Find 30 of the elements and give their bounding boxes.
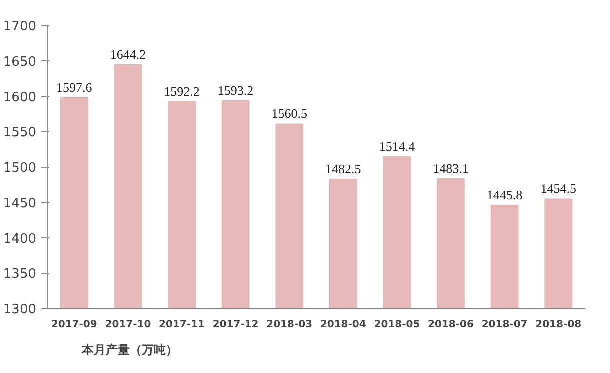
x-tick-label: 2017-10 [105, 320, 152, 330]
x-tick-label: 2018-07 [482, 320, 528, 330]
y-tick-label: 1550 [3, 126, 37, 141]
y-tick-label: 1500 [3, 161, 37, 176]
y-tick-label: 1350 [3, 267, 37, 282]
x-tick-label: 2017-11 [159, 320, 205, 330]
data-label: 1482.5 [326, 161, 362, 176]
data-label: 1445.8 [486, 187, 523, 202]
data-label: 1592.2 [164, 84, 200, 99]
y-tick-label: 1600 [3, 90, 37, 106]
data-label: 1593.2 [218, 83, 254, 98]
x-tick-label: 2017-09 [51, 320, 98, 330]
x-tick-label: 2018-05 [374, 320, 420, 330]
data-label: 1560.5 [272, 106, 308, 122]
x-tick-label: 2018-06 [428, 320, 474, 330]
text: 本月产量（万吨） [82, 342, 178, 358]
data-label: 1514.4 [379, 138, 416, 154]
y-tick-label: 1650 [3, 54, 37, 70]
x-tick-label: 2018-04 [320, 320, 366, 330]
x-tick-label: 2017-12 [212, 320, 259, 330]
data-label: 1597.6 [56, 80, 93, 95]
y-tick-label: 1700 [3, 20, 37, 34]
y-tick-label: 1300 [3, 302, 37, 318]
y-tick-label: 1450 [3, 196, 37, 212]
data-label: 1454.5 [540, 181, 576, 196]
x-tick-label: 2018-03 [266, 320, 313, 330]
data-label: 1644.2 [110, 46, 146, 62]
x-tick-label: 2018-08 [536, 320, 582, 330]
y-tick-label: 1400 [3, 232, 37, 247]
data-label: 1483.1 [433, 160, 469, 176]
